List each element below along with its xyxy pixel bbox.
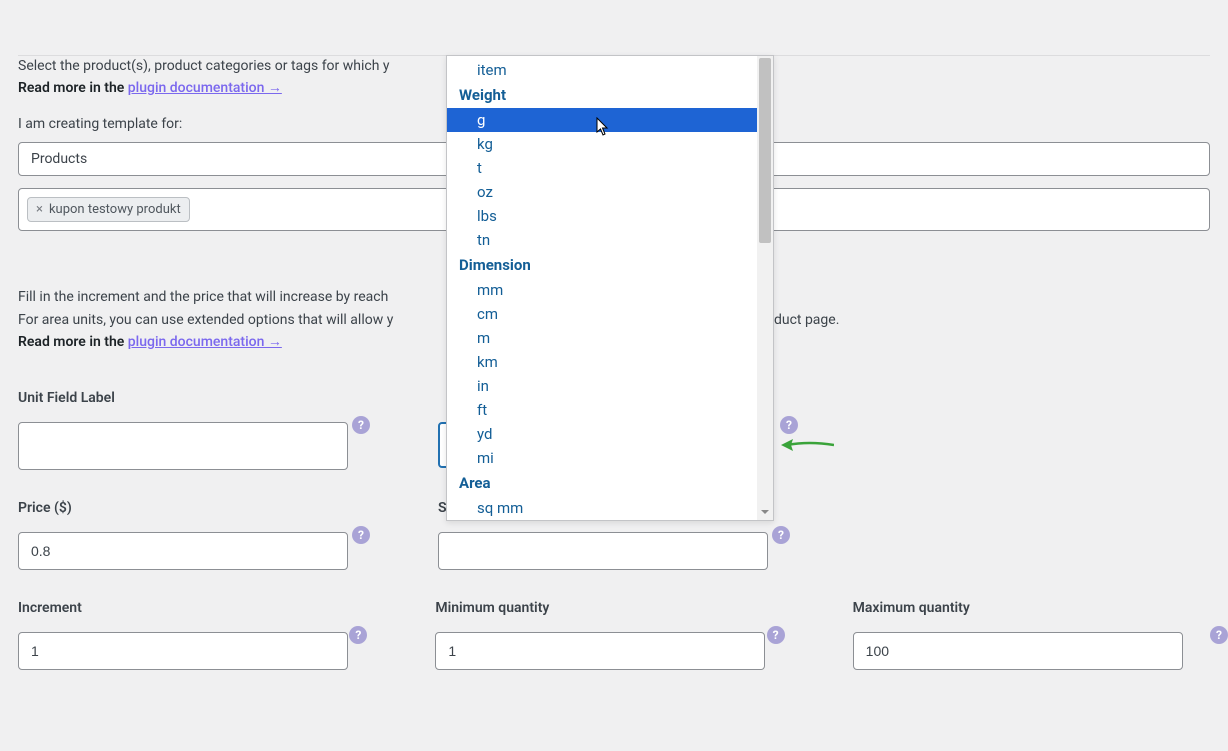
dropdown-option[interactable]: oz	[447, 180, 773, 204]
price-col: Price ($) ?	[18, 500, 378, 570]
dropdown-option[interactable]: in	[447, 374, 773, 398]
dropdown-option[interactable]: t	[447, 156, 773, 180]
help-icon[interactable]: ?	[780, 416, 798, 434]
help-icon[interactable]: ?	[349, 626, 367, 644]
template-for-selected: Products	[31, 151, 87, 167]
dropdown-option[interactable]: mm	[447, 278, 773, 302]
unit-field-label-label: Unit Field Label	[18, 390, 378, 406]
unit-field-label-input[interactable]	[18, 422, 348, 470]
scrollbar-down-button[interactable]	[757, 504, 773, 520]
unit-field-label-col: Unit Field Label ?	[18, 390, 378, 470]
plugin-doc-link[interactable]: plugin documentation →	[128, 80, 282, 96]
increment-label: Increment	[18, 600, 375, 616]
annotation-arrow-icon	[779, 435, 834, 455]
read-more-label: Read more in the	[18, 80, 128, 96]
dropdown-option[interactable]: mi	[447, 446, 773, 470]
min-qty-col: Minimum quantity ?	[435, 600, 792, 670]
dropdown-option[interactable]: lbs	[447, 204, 773, 228]
dropdown-group-label: Dimension	[447, 252, 773, 278]
help-icon[interactable]: ?	[352, 526, 370, 544]
help-icon[interactable]: ?	[1210, 626, 1228, 644]
sale-price-input[interactable]	[438, 532, 768, 570]
dropdown-option[interactable]: tn	[447, 228, 773, 252]
help-icon[interactable]: ?	[352, 416, 370, 434]
dropdown-option[interactable]: kg	[447, 132, 773, 156]
dropdown-option[interactable]: ft	[447, 398, 773, 422]
unit-dropdown-list[interactable]: itemWeightgkgtozlbstnDimensionmmcmmkminf…	[446, 55, 774, 521]
min-qty-label: Minimum quantity	[435, 600, 792, 616]
max-qty-input[interactable]	[853, 632, 1183, 670]
help-icon[interactable]: ?	[772, 526, 790, 544]
dropdown-group-label: Area	[447, 470, 773, 496]
dropdown-option[interactable]: yd	[447, 422, 773, 446]
dropdown-group-label: Weight	[447, 82, 773, 108]
dropdown-option[interactable]: km	[447, 350, 773, 374]
min-qty-input[interactable]	[435, 632, 765, 670]
read-more-label-2: Read more in the	[18, 334, 128, 350]
dropdown-option[interactable]: sq mm	[447, 496, 773, 520]
increment-input[interactable]	[18, 632, 348, 670]
tag-remove-icon[interactable]: ×	[36, 202, 43, 217]
increment-col: Increment ?	[18, 600, 375, 670]
plugin-doc-link-2[interactable]: plugin documentation →	[128, 334, 282, 350]
dropdown-option[interactable]: item	[447, 58, 773, 82]
tag-chip-label: kupon testowy produkt	[49, 202, 181, 217]
dropdown-scrollbar[interactable]	[757, 56, 773, 520]
dropdown-option[interactable]: cm	[447, 302, 773, 326]
dropdown-option[interactable]: g	[447, 108, 773, 132]
scrollbar-thumb[interactable]	[759, 58, 771, 243]
dropdown-option[interactable]: m	[447, 326, 773, 350]
max-qty-col: Maximum quantity ?	[853, 600, 1210, 670]
product-tag-chip: × kupon testowy produkt	[27, 197, 190, 222]
max-qty-label: Maximum quantity	[853, 600, 1210, 616]
price-label: Price ($)	[18, 500, 378, 516]
price-input[interactable]	[18, 532, 348, 570]
help-icon[interactable]: ?	[767, 626, 785, 644]
